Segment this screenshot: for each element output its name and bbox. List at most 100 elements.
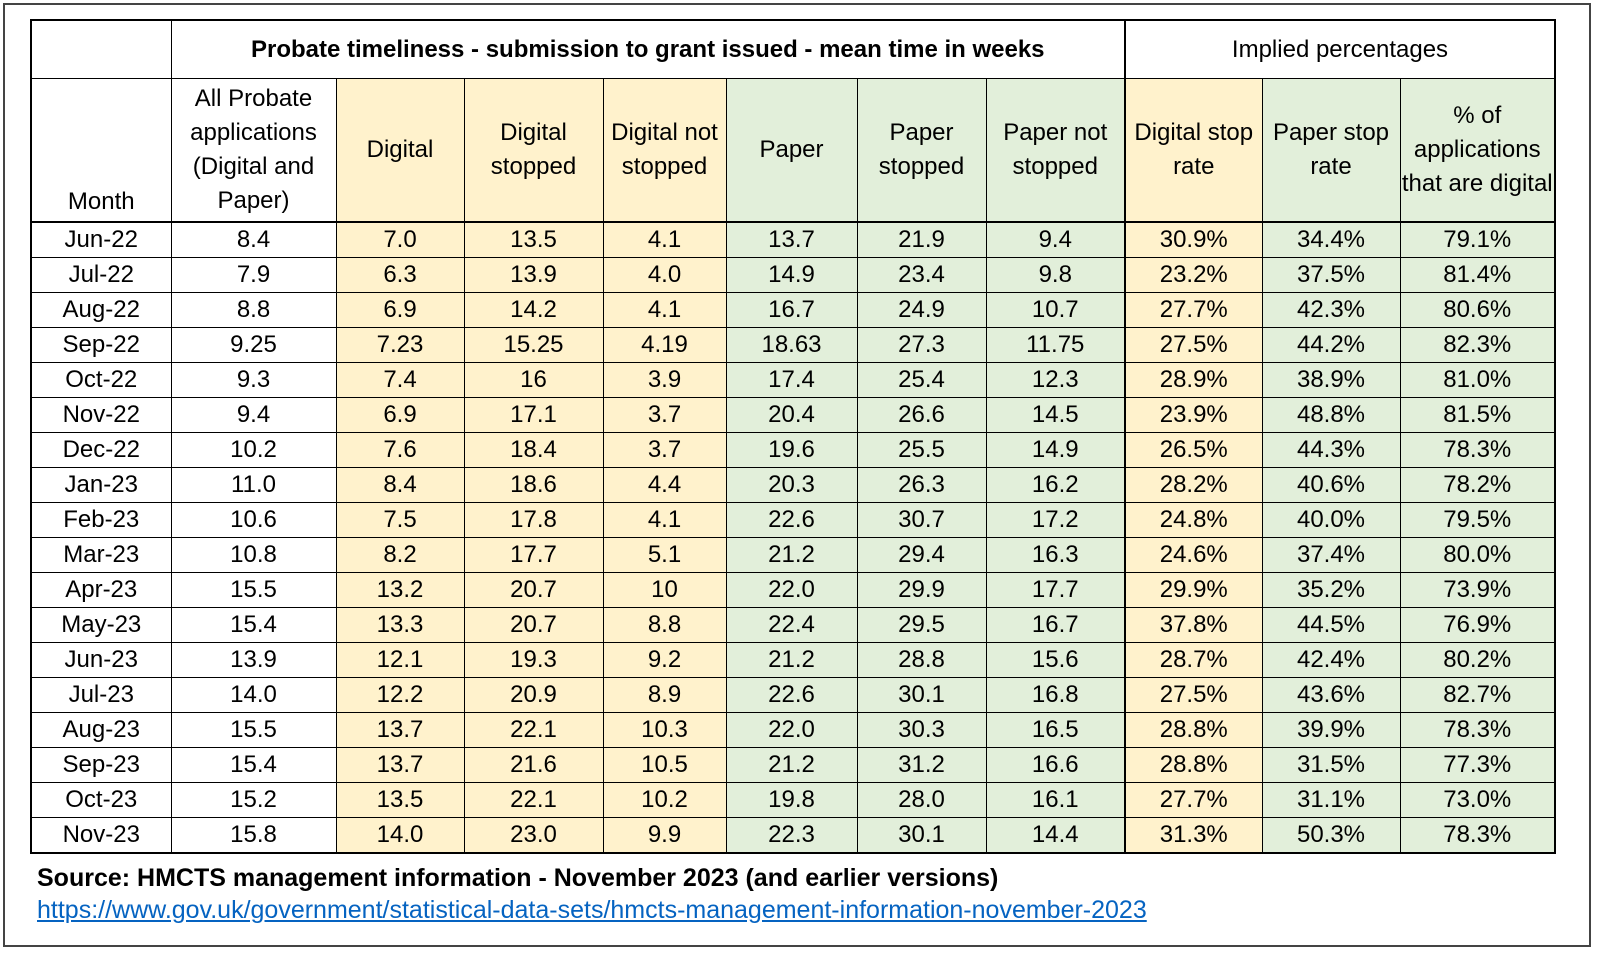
cell-digital-stopped: 13.5 bbox=[463, 221, 604, 258]
cell-paper-stop-rate: 42.4% bbox=[1261, 642, 1401, 678]
cell-paper-stop-rate: 40.0% bbox=[1261, 502, 1401, 538]
cell-paper: 22.6 bbox=[725, 502, 858, 538]
cell-month: Nov-23 bbox=[30, 817, 172, 854]
cell-all-applications: 10.2 bbox=[170, 432, 337, 468]
cell-digital-stopped: 19.3 bbox=[463, 642, 604, 678]
table-row: Apr-23 15.5 13.2 20.7 10 22.0 29.9 17.7 29.9% 35.… bbox=[30, 572, 1556, 608]
cell-paper: 22.0 bbox=[725, 572, 858, 608]
cell-paper-stopped: 24.9 bbox=[856, 292, 987, 328]
cell-paper-not-stopped: 16.8 bbox=[985, 677, 1126, 713]
cell-paper-stopped: 30.3 bbox=[856, 712, 987, 748]
cell-month: Nov-22 bbox=[30, 397, 172, 433]
cell-month: Oct-22 bbox=[30, 362, 172, 398]
cell-digital-stop-rate: 23.2% bbox=[1124, 257, 1263, 293]
cell-digital-stopped: 20.9 bbox=[463, 677, 604, 713]
cell-digital: 13.7 bbox=[335, 747, 465, 783]
cell-paper: 20.3 bbox=[725, 467, 858, 503]
table-row: Aug-22 8.8 6.9 14.2 4.1 16.7 24.9 10.7 27.7% 42.3… bbox=[30, 292, 1556, 328]
cell-paper-stop-rate: 43.6% bbox=[1261, 677, 1401, 713]
cell-digital-not-stopped: 4.0 bbox=[602, 257, 727, 293]
cell-digital: 6.3 bbox=[335, 257, 465, 293]
cell-paper-not-stopped: 10.7 bbox=[985, 292, 1126, 328]
cell-paper-stopped: 27.3 bbox=[856, 327, 987, 363]
cell-all-applications: 9.4 bbox=[170, 397, 337, 433]
column-header-paper-not-stopped: Paper not stopped bbox=[985, 78, 1126, 223]
cell-paper: 16.7 bbox=[725, 292, 858, 328]
cell-digital: 13.2 bbox=[335, 572, 465, 608]
cell-month: Apr-23 bbox=[30, 572, 172, 608]
cell-paper-stop-rate: 31.1% bbox=[1261, 782, 1401, 818]
cell-month: Jun-23 bbox=[30, 642, 172, 678]
cell-digital-stopped: 14.2 bbox=[463, 292, 604, 328]
cell-month: Jan-23 bbox=[30, 467, 172, 503]
cell-percent-digital: 80.2% bbox=[1399, 642, 1556, 678]
cell-digital: 13.7 bbox=[335, 712, 465, 748]
source-link[interactable]: https://www.gov.uk/government/statistica… bbox=[37, 896, 1147, 924]
cell-paper: 20.4 bbox=[725, 397, 858, 433]
cell-paper-not-stopped: 9.8 bbox=[985, 257, 1126, 293]
cell-paper: 21.2 bbox=[725, 537, 858, 573]
cell-paper-stopped: 26.6 bbox=[856, 397, 987, 433]
column-header-digital: Digital bbox=[335, 78, 465, 223]
table-row: Sep-22 9.25 7.23 15.25 4.19 18.63 27.3 11.75 27.… bbox=[30, 327, 1556, 363]
cell-digital-stopped: 22.1 bbox=[463, 782, 604, 818]
cell-paper: 19.6 bbox=[725, 432, 858, 468]
cell-digital-not-stopped: 3.7 bbox=[602, 397, 727, 433]
cell-paper-stopped: 29.9 bbox=[856, 572, 987, 608]
cell-digital: 6.9 bbox=[335, 397, 465, 433]
cell-all-applications: 14.0 bbox=[170, 677, 337, 713]
cell-paper-stop-rate: 39.9% bbox=[1261, 712, 1401, 748]
cell-paper: 22.6 bbox=[725, 677, 858, 713]
column-header-digital-stopped: Digital stopped bbox=[463, 78, 604, 223]
cell-percent-digital: 76.9% bbox=[1399, 607, 1556, 643]
cell-digital-stop-rate: 26.5% bbox=[1124, 432, 1263, 468]
cell-paper-stop-rate: 44.3% bbox=[1261, 432, 1401, 468]
table-row: Jul-23 14.0 12.2 20.9 8.9 22.6 30.1 16.8 27.5% 43… bbox=[30, 677, 1556, 713]
cell-all-applications: 13.9 bbox=[170, 642, 337, 678]
cell-paper-not-stopped: 16.2 bbox=[985, 467, 1126, 503]
table-row: Oct-23 15.2 13.5 22.1 10.2 19.8 28.0 16.1 27.7% 3… bbox=[30, 782, 1556, 818]
cell-digital: 7.6 bbox=[335, 432, 465, 468]
cell-month: Jul-23 bbox=[30, 677, 172, 713]
cell-percent-digital: 81.5% bbox=[1399, 397, 1556, 433]
column-header-percent-digital: % of applications that are digital bbox=[1399, 78, 1556, 223]
cell-digital-stopped: 17.7 bbox=[463, 537, 604, 573]
table-row: Jun-22 8.4 7.0 13.5 4.1 13.7 21.9 9.4 30.9% 34.4%… bbox=[30, 221, 1556, 258]
cell-all-applications: 15.5 bbox=[170, 712, 337, 748]
cell-paper-not-stopped: 14.4 bbox=[985, 817, 1126, 854]
table-row: Feb-23 10.6 7.5 17.8 4.1 22.6 30.7 17.2 24.8% 40.… bbox=[30, 502, 1556, 538]
cell-paper-stop-rate: 40.6% bbox=[1261, 467, 1401, 503]
cell-all-applications: 7.9 bbox=[170, 257, 337, 293]
cell-paper-stop-rate: 44.5% bbox=[1261, 607, 1401, 643]
cell-paper-stopped: 30.1 bbox=[856, 817, 987, 854]
cell-month: Oct-23 bbox=[30, 782, 172, 818]
column-header-digital-not-stopped: Digital not stopped bbox=[602, 78, 727, 223]
cell-digital-stop-rate: 27.5% bbox=[1124, 327, 1263, 363]
cell-digital-stopped: 15.25 bbox=[463, 327, 604, 363]
cell-percent-digital: 78.3% bbox=[1399, 712, 1556, 748]
cell-digital-stop-rate: 37.8% bbox=[1124, 607, 1263, 643]
cell-paper-not-stopped: 17.2 bbox=[985, 502, 1126, 538]
cell-percent-digital: 82.3% bbox=[1399, 327, 1556, 363]
cell-digital-stop-rate: 28.8% bbox=[1124, 747, 1263, 783]
cell-month: May-23 bbox=[30, 607, 172, 643]
cell-percent-digital: 77.3% bbox=[1399, 747, 1556, 783]
cell-digital-stopped: 21.6 bbox=[463, 747, 604, 783]
cell-paper-not-stopped: 9.4 bbox=[985, 221, 1126, 258]
column-header-paper-stopped: Paper stopped bbox=[856, 78, 987, 223]
cell-month: Mar-23 bbox=[30, 537, 172, 573]
cell-paper: 18.63 bbox=[725, 327, 858, 363]
cell-digital-stopped: 18.4 bbox=[463, 432, 604, 468]
table-row: Jan-23 11.0 8.4 18.6 4.4 20.3 26.3 16.2 28.2% 40.… bbox=[30, 467, 1556, 503]
cell-digital-stop-rate: 27.7% bbox=[1124, 292, 1263, 328]
table-row: Nov-22 9.4 6.9 17.1 3.7 20.4 26.6 14.5 23.9% 48.8… bbox=[30, 397, 1556, 433]
cell-digital-not-stopped: 9.2 bbox=[602, 642, 727, 678]
cell-digital-stop-rate: 24.6% bbox=[1124, 537, 1263, 573]
cell-percent-digital: 78.2% bbox=[1399, 467, 1556, 503]
cell-paper: 17.4 bbox=[725, 362, 858, 398]
cell-digital: 7.23 bbox=[335, 327, 465, 363]
column-header-all-applications: All Probate applications (Digital and Pa… bbox=[170, 78, 337, 223]
cell-digital-not-stopped: 3.7 bbox=[602, 432, 727, 468]
cell-paper: 22.4 bbox=[725, 607, 858, 643]
cell-paper-stopped: 30.7 bbox=[856, 502, 987, 538]
